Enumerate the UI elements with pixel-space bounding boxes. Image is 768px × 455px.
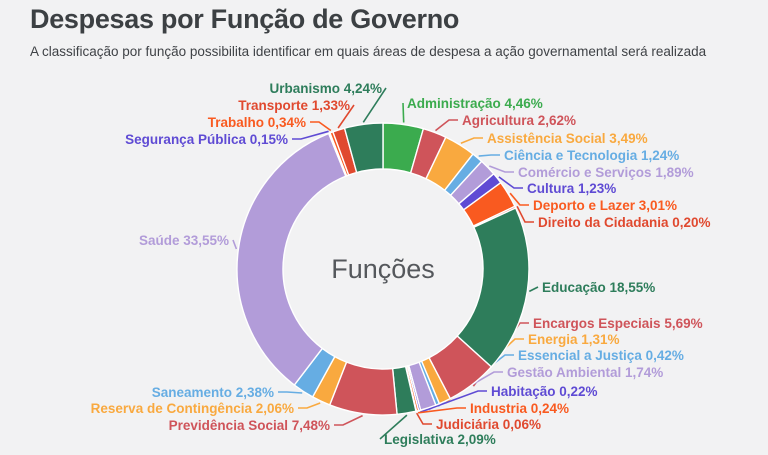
label-connector xyxy=(516,205,534,223)
slice-label: Gestão Ambiental 1,74% xyxy=(507,365,663,380)
slice-label: Reserva de Contingência 2,06% xyxy=(91,401,294,416)
label-connector xyxy=(334,414,363,426)
label-connector xyxy=(419,390,487,414)
page-title: Despesas por Função de Governo xyxy=(30,4,460,34)
slice-label: Agricultura 2,62% xyxy=(462,113,576,128)
label-connector xyxy=(478,154,500,157)
label-connector xyxy=(362,87,387,123)
slice-label: Habitação 0,22% xyxy=(491,384,598,399)
page-header: Despesas por Função de Governo A classif… xyxy=(30,4,760,59)
label-connector xyxy=(460,137,483,144)
slice-label: Comércio e Serviços 1,89% xyxy=(518,165,694,180)
pie-slice[interactable] xyxy=(343,122,384,174)
label-connector xyxy=(528,286,539,293)
slice-label: Educação 18,55% xyxy=(542,280,655,295)
label-connector xyxy=(498,176,523,189)
pie-slice[interactable] xyxy=(456,207,530,368)
label-connector xyxy=(232,239,238,250)
slice-label: Direito da Cidadania 0,20% xyxy=(538,215,711,230)
slice-label: Industria 0,24% xyxy=(470,401,569,416)
slice-label: Ciência e Tecnologia 1,24% xyxy=(504,148,679,163)
label-connector xyxy=(402,102,405,123)
page-subtitle: A classificação por função possibilita i… xyxy=(30,44,707,59)
slice-label: Energia 1,31% xyxy=(528,332,620,347)
label-connector xyxy=(435,119,458,132)
label-connector xyxy=(379,414,408,440)
slice-label: Deporto e Lazer 3,01% xyxy=(533,198,677,213)
slice-label: Urbanismo 4,24% xyxy=(269,81,382,96)
slice-label: Legislativa 2,09% xyxy=(384,432,496,447)
label-connector xyxy=(489,165,514,173)
slice-label: Encargos Especiais 5,69% xyxy=(533,316,703,331)
slice-label: Essencial a Justiça 0,42% xyxy=(518,348,684,363)
label-connector xyxy=(292,130,329,140)
slice-label: Assistência Social 3,49% xyxy=(487,131,648,146)
label-connector xyxy=(509,192,529,206)
label-connector xyxy=(310,121,332,132)
slice-label: Segurança Pública 0,15% xyxy=(125,132,288,147)
label-connector xyxy=(278,391,303,394)
label-connector xyxy=(416,412,432,425)
slice-label: Saúde 33,55% xyxy=(139,233,229,248)
chart-center-label: Funções xyxy=(331,254,435,284)
slice-label: Administração 4,46% xyxy=(407,96,543,111)
slice-label: Transporte 1,33% xyxy=(238,98,350,113)
slice-label: Trabalho 0,34% xyxy=(208,115,306,130)
pie-slice[interactable] xyxy=(236,132,347,386)
label-connector xyxy=(298,402,321,409)
slice-label: Cultura 1,23% xyxy=(527,181,616,196)
slice-label: Judiciária 0,06% xyxy=(436,417,541,432)
label-connector xyxy=(337,104,355,129)
slice-label: Saneamento 2,38% xyxy=(152,385,274,400)
label-connector xyxy=(418,407,466,414)
slice-label: Previdência Social 7,48% xyxy=(169,418,330,433)
